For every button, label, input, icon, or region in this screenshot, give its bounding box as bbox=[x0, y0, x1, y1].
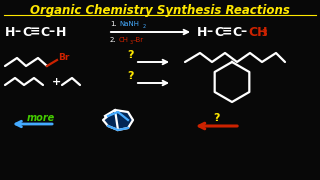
Text: CH: CH bbox=[119, 37, 129, 43]
Text: Organic Chemistry Synthesis Reactions: Organic Chemistry Synthesis Reactions bbox=[30, 4, 290, 17]
Text: more: more bbox=[27, 113, 55, 123]
Text: C: C bbox=[40, 26, 49, 39]
Text: –: – bbox=[14, 26, 20, 39]
Text: ≡: ≡ bbox=[222, 26, 233, 39]
Text: C: C bbox=[232, 26, 241, 39]
Text: ?: ? bbox=[127, 71, 133, 81]
Text: NaNH: NaNH bbox=[119, 21, 139, 27]
Text: 2.: 2. bbox=[110, 37, 116, 43]
Text: 3: 3 bbox=[261, 30, 267, 39]
Text: 2: 2 bbox=[143, 24, 146, 28]
Text: –: – bbox=[48, 26, 54, 39]
Text: –: – bbox=[240, 26, 246, 39]
Text: Br: Br bbox=[58, 53, 69, 62]
Text: ?: ? bbox=[127, 50, 133, 60]
Text: +: + bbox=[52, 77, 61, 87]
Text: 3: 3 bbox=[130, 39, 133, 44]
Text: 1.: 1. bbox=[110, 21, 117, 27]
Polygon shape bbox=[103, 110, 133, 130]
Text: H: H bbox=[197, 26, 207, 39]
Text: ≡: ≡ bbox=[30, 26, 41, 39]
Text: C: C bbox=[214, 26, 223, 39]
Text: H: H bbox=[56, 26, 66, 39]
Text: –: – bbox=[206, 26, 212, 39]
Text: ?: ? bbox=[213, 113, 220, 123]
Text: CH: CH bbox=[248, 26, 268, 39]
Text: C: C bbox=[22, 26, 31, 39]
Text: –Br: –Br bbox=[133, 37, 144, 43]
Text: H: H bbox=[5, 26, 15, 39]
